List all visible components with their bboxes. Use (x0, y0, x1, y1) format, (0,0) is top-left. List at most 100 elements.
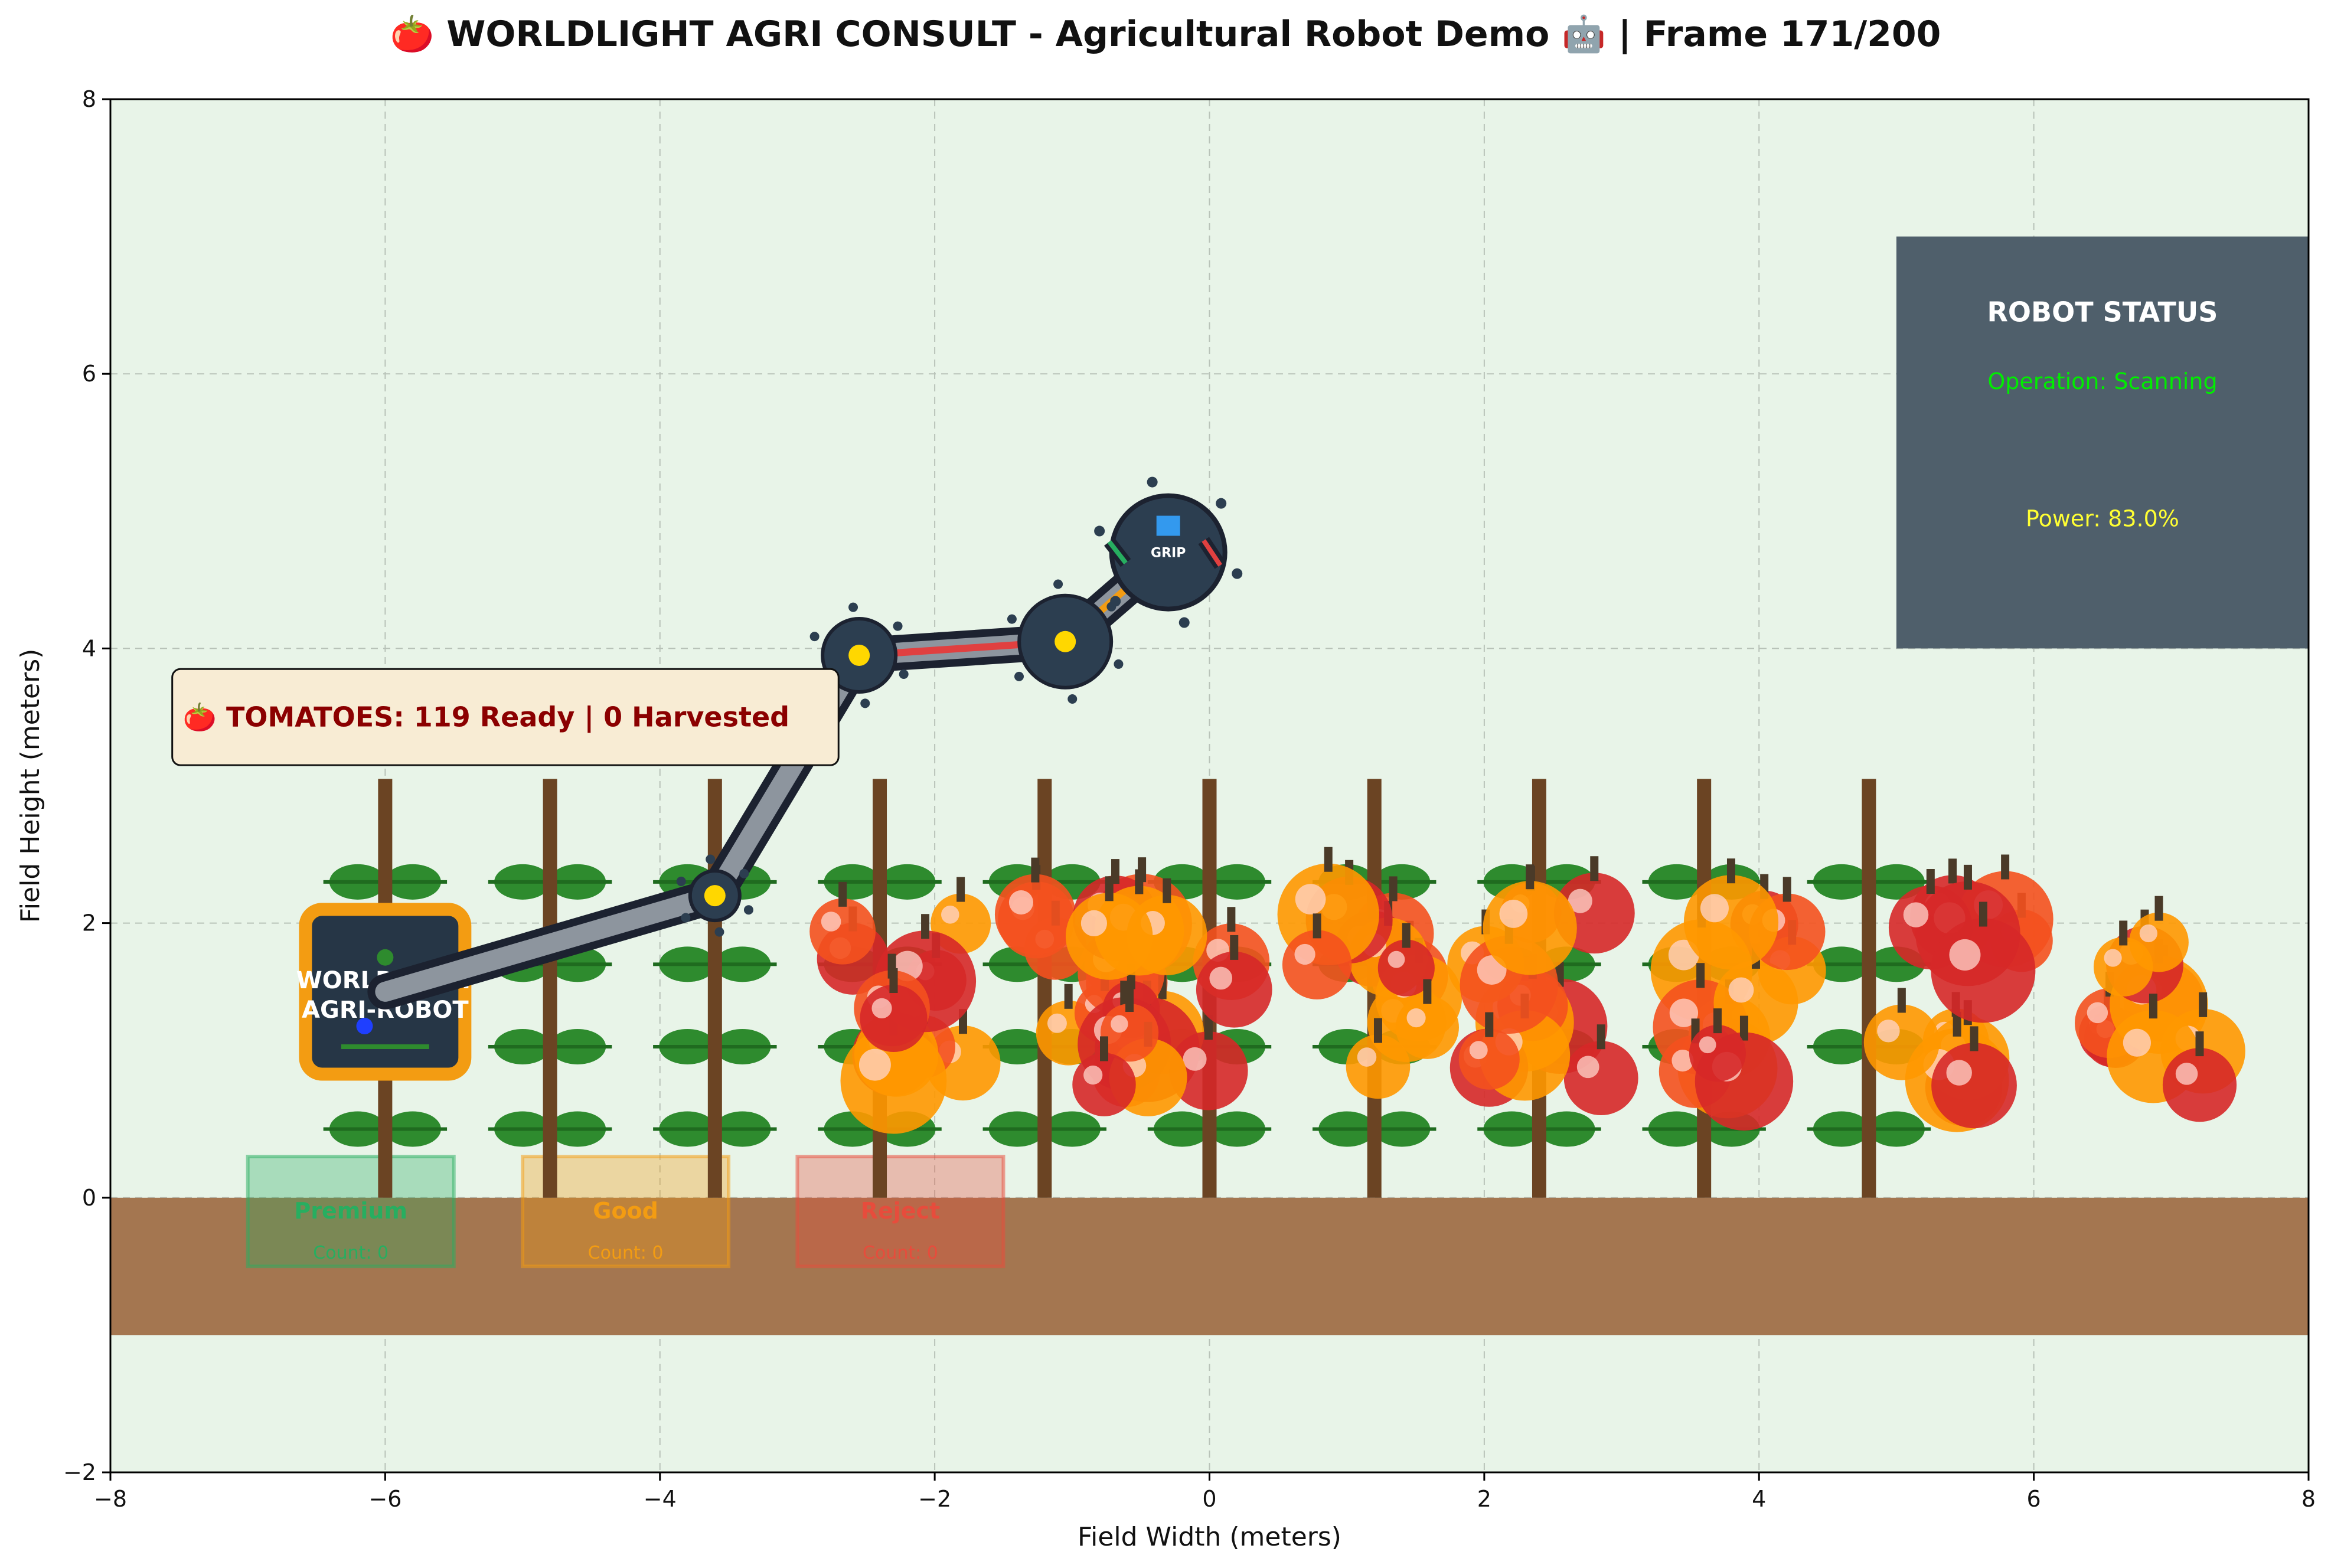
tomato (1282, 913, 1352, 999)
y-tick-label: 8 (82, 86, 96, 112)
tomato-stem (1135, 869, 1144, 894)
tomato-stem (1125, 987, 1134, 1012)
tomato (1563, 1024, 1638, 1116)
bin-reject: Reject Count: 0 (795, 1155, 1005, 1269)
tomato (1169, 1015, 1248, 1110)
tomato (1458, 1012, 1520, 1090)
gripper-bolt (1232, 568, 1243, 579)
joint-bolt (743, 905, 753, 915)
x-tick-label: 6 (2027, 1486, 2041, 1512)
sensor-light-blue (356, 1018, 373, 1035)
tomato-highlight (821, 912, 841, 932)
tomato (840, 1011, 947, 1134)
y-tick-label: 0 (82, 1185, 96, 1211)
joint-pivot (1054, 631, 1076, 652)
tomato-highlight (1700, 894, 1729, 923)
tomato-body (809, 898, 876, 965)
tomato-highlight (2087, 1002, 2108, 1024)
tomato-highlight (1877, 1020, 1900, 1043)
tomato-stem (1926, 869, 1935, 894)
bin-box (795, 1155, 1005, 1269)
joint-bolt (899, 669, 909, 679)
bin-title: Good (593, 1198, 658, 1224)
tomato-stem (1979, 901, 1987, 927)
status-panel-background (1896, 236, 2309, 649)
tomato-stem (1963, 864, 1972, 890)
soil-strip (110, 1197, 2309, 1335)
tomato-highlight (1295, 884, 1326, 914)
joint-pivot (704, 885, 726, 907)
y-tick-label: −2 (63, 1459, 96, 1485)
gripper-finger-left-edge (1107, 540, 1128, 565)
tomato-stem (1105, 876, 1114, 901)
tomato-highlight (1669, 998, 1699, 1027)
tomato (994, 857, 1076, 955)
tomato-highlight (1469, 1041, 1488, 1060)
joint-bolt (676, 876, 686, 886)
bin-premium: Premium Count: 0 (246, 1155, 456, 1269)
axis-ticks: −8 −6 −4 −2 0 2 4 6 8 −2 0 2 4 6 8 (63, 86, 2316, 1512)
tomato-stem (1204, 1015, 1213, 1040)
bin-count: Count: 0 (313, 1243, 389, 1263)
joint-bolt (739, 868, 749, 878)
tomato-body (1395, 995, 1459, 1059)
tomato-body (2162, 1048, 2237, 1122)
tomato-body (1683, 875, 1779, 970)
tomato-stem (1713, 1008, 1722, 1034)
tomato (1072, 1036, 1136, 1116)
gripper-camera (1156, 515, 1180, 536)
tomato-count-banner: 🍅 TOMATOES: 119 Ready | 0 Harvested (171, 668, 840, 766)
joint-bolt (809, 632, 820, 642)
gripper-bolt (1094, 525, 1105, 537)
tomato-stem (1402, 923, 1411, 948)
tomato-body (1931, 1043, 2017, 1129)
tomato-stem (1324, 847, 1333, 872)
tomato (809, 881, 876, 965)
tomato-highlight (871, 998, 892, 1018)
tomato (1100, 987, 1159, 1062)
tomato (1483, 864, 1577, 975)
tomato-highlight (2104, 949, 2122, 967)
tomato-body (1863, 1004, 1940, 1080)
tomato-body (1458, 1028, 1520, 1090)
tomato-stem (2154, 896, 2163, 921)
y-axis-label: Field Height (meters) (15, 649, 45, 923)
tomato-stem (1485, 1012, 1494, 1037)
tomato-stem (1423, 979, 1432, 1004)
tomato-stem (1031, 857, 1040, 883)
joint-bolt (893, 621, 903, 631)
joint-bolt (1007, 614, 1017, 624)
joint-bolt (681, 913, 691, 923)
tomato-stem (1373, 1018, 1382, 1043)
tomato-stem (838, 881, 847, 907)
bin-box (246, 1155, 456, 1269)
tomato-highlight (1294, 943, 1315, 965)
tomato-body (860, 985, 928, 1052)
joint-bolt (1114, 659, 1124, 669)
tomato-body (1563, 1041, 1638, 1116)
tomato-highlight (1671, 1049, 1694, 1072)
tomato-stem (1726, 858, 1735, 884)
y-tick-label: 2 (82, 910, 96, 936)
gripper-bolt (1216, 498, 1227, 509)
tomato (1377, 923, 1435, 997)
stake (543, 779, 557, 1198)
tomato-highlight (1406, 1008, 1426, 1028)
tomato-stem (1230, 935, 1239, 960)
gripper-bolt (1178, 617, 1190, 628)
x-axis-label: Field Width (meters) (1078, 1522, 1341, 1552)
figure-title: 🍅 WORLDLIGHT AGRI CONSULT - Agricultural… (390, 14, 1941, 55)
robot-arm: GRIP (367, 476, 1243, 1010)
tomato-highlight (1568, 888, 1592, 913)
tomato-highlight (858, 1048, 891, 1081)
tomato (1931, 901, 2036, 1023)
tomato-body (1282, 930, 1352, 999)
x-tick-label: −2 (918, 1486, 951, 1512)
tomato-stem (1227, 907, 1236, 932)
joint-bolt (1053, 579, 1063, 589)
tomato-body (1689, 1025, 1746, 1082)
bin-count: Count: 0 (588, 1243, 664, 1263)
tomato (1196, 935, 1272, 1028)
stake (707, 779, 722, 1198)
joint-bolt (848, 602, 858, 612)
